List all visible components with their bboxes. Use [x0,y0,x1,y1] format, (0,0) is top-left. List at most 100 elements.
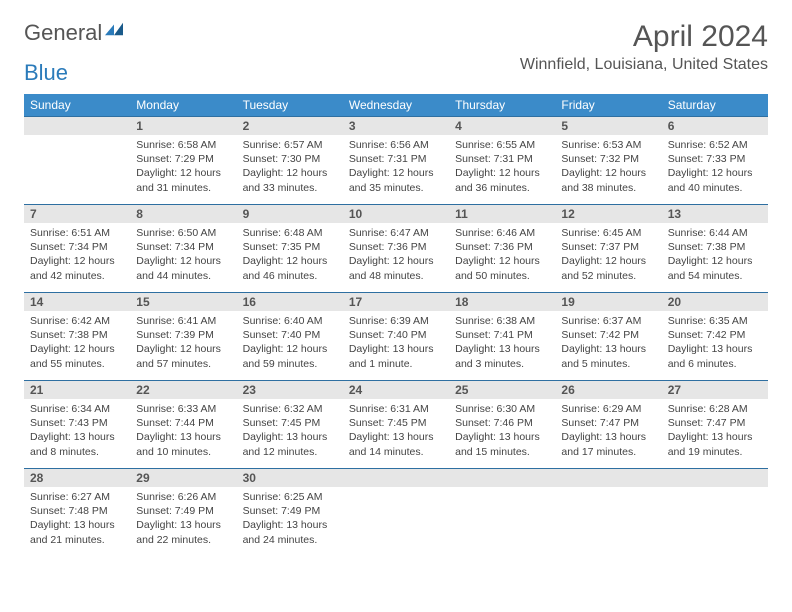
calendar-cell [555,468,661,556]
calendar-cell: 22Sunrise: 6:33 AMSunset: 7:44 PMDayligh… [130,380,236,468]
day-details: Sunrise: 6:53 AMSunset: 7:32 PMDaylight:… [555,135,661,201]
day-number: 29 [130,468,236,487]
day-details: Sunrise: 6:31 AMSunset: 7:45 PMDaylight:… [343,399,449,465]
calendar-cell: 11Sunrise: 6:46 AMSunset: 7:36 PMDayligh… [449,204,555,292]
calendar-cell: 8Sunrise: 6:50 AMSunset: 7:34 PMDaylight… [130,204,236,292]
day-number [343,468,449,487]
day-details: Sunrise: 6:28 AMSunset: 7:47 PMDaylight:… [662,399,768,465]
day-number: 23 [237,380,343,399]
calendar-cell: 6Sunrise: 6:52 AMSunset: 7:33 PMDaylight… [662,116,768,204]
calendar-cell: 25Sunrise: 6:30 AMSunset: 7:46 PMDayligh… [449,380,555,468]
day-details: Sunrise: 6:45 AMSunset: 7:37 PMDaylight:… [555,223,661,289]
day-details: Sunrise: 6:29 AMSunset: 7:47 PMDaylight:… [555,399,661,465]
calendar-cell: 18Sunrise: 6:38 AMSunset: 7:41 PMDayligh… [449,292,555,380]
calendar-cell [343,468,449,556]
calendar-cell: 3Sunrise: 6:56 AMSunset: 7:31 PMDaylight… [343,116,449,204]
calendar-row: 14Sunrise: 6:42 AMSunset: 7:38 PMDayligh… [24,292,768,380]
day-details: Sunrise: 6:47 AMSunset: 7:36 PMDaylight:… [343,223,449,289]
weekday-header: Friday [555,94,661,116]
day-number [24,116,130,135]
calendar-cell: 19Sunrise: 6:37 AMSunset: 7:42 PMDayligh… [555,292,661,380]
logo-mark-icon [105,22,123,36]
calendar-body: 1Sunrise: 6:58 AMSunset: 7:29 PMDaylight… [24,116,768,556]
day-number: 12 [555,204,661,223]
calendar-cell: 10Sunrise: 6:47 AMSunset: 7:36 PMDayligh… [343,204,449,292]
day-number: 21 [24,380,130,399]
day-number: 9 [237,204,343,223]
calendar-row: 28Sunrise: 6:27 AMSunset: 7:48 PMDayligh… [24,468,768,556]
calendar-cell: 4Sunrise: 6:55 AMSunset: 7:31 PMDaylight… [449,116,555,204]
weekday-header: Tuesday [237,94,343,116]
day-details: Sunrise: 6:25 AMSunset: 7:49 PMDaylight:… [237,487,343,553]
month-title: April 2024 [520,20,768,54]
day-details: Sunrise: 6:46 AMSunset: 7:36 PMDaylight:… [449,223,555,289]
day-number: 25 [449,380,555,399]
calendar-cell: 2Sunrise: 6:57 AMSunset: 7:30 PMDaylight… [237,116,343,204]
calendar-cell: 23Sunrise: 6:32 AMSunset: 7:45 PMDayligh… [237,380,343,468]
day-number: 6 [662,116,768,135]
weekday-header: Monday [130,94,236,116]
calendar-head: SundayMondayTuesdayWednesdayThursdayFrid… [24,94,768,116]
day-details: Sunrise: 6:40 AMSunset: 7:40 PMDaylight:… [237,311,343,377]
day-number: 7 [24,204,130,223]
day-number: 5 [555,116,661,135]
calendar-table: SundayMondayTuesdayWednesdayThursdayFrid… [24,94,768,556]
calendar-cell: 9Sunrise: 6:48 AMSunset: 7:35 PMDaylight… [237,204,343,292]
day-number: 19 [555,292,661,311]
calendar-cell: 30Sunrise: 6:25 AMSunset: 7:49 PMDayligh… [237,468,343,556]
day-number: 30 [237,468,343,487]
calendar-cell: 27Sunrise: 6:28 AMSunset: 7:47 PMDayligh… [662,380,768,468]
weekday-header: Saturday [662,94,768,116]
day-number: 18 [449,292,555,311]
day-number: 3 [343,116,449,135]
day-number: 27 [662,380,768,399]
weekday-header: Wednesday [343,94,449,116]
day-details: Sunrise: 6:51 AMSunset: 7:34 PMDaylight:… [24,223,130,289]
calendar-cell [662,468,768,556]
day-details: Sunrise: 6:41 AMSunset: 7:39 PMDaylight:… [130,311,236,377]
day-number: 28 [24,468,130,487]
day-number: 1 [130,116,236,135]
day-number: 24 [343,380,449,399]
day-number: 15 [130,292,236,311]
day-number: 4 [449,116,555,135]
day-details: Sunrise: 6:37 AMSunset: 7:42 PMDaylight:… [555,311,661,377]
day-number [662,468,768,487]
day-details: Sunrise: 6:35 AMSunset: 7:42 PMDaylight:… [662,311,768,377]
calendar-row: 1Sunrise: 6:58 AMSunset: 7:29 PMDaylight… [24,116,768,204]
calendar-cell: 26Sunrise: 6:29 AMSunset: 7:47 PMDayligh… [555,380,661,468]
day-number: 13 [662,204,768,223]
calendar-cell: 21Sunrise: 6:34 AMSunset: 7:43 PMDayligh… [24,380,130,468]
day-details: Sunrise: 6:32 AMSunset: 7:45 PMDaylight:… [237,399,343,465]
weekday-header: Thursday [449,94,555,116]
calendar-cell: 12Sunrise: 6:45 AMSunset: 7:37 PMDayligh… [555,204,661,292]
calendar-row: 7Sunrise: 6:51 AMSunset: 7:34 PMDaylight… [24,204,768,292]
day-details: Sunrise: 6:42 AMSunset: 7:38 PMDaylight:… [24,311,130,377]
day-number: 2 [237,116,343,135]
logo-text-2: Blue [24,60,68,85]
day-details: Sunrise: 6:26 AMSunset: 7:49 PMDaylight:… [130,487,236,553]
day-number: 20 [662,292,768,311]
day-details: Sunrise: 6:57 AMSunset: 7:30 PMDaylight:… [237,135,343,201]
calendar-cell: 17Sunrise: 6:39 AMSunset: 7:40 PMDayligh… [343,292,449,380]
calendar-cell: 28Sunrise: 6:27 AMSunset: 7:48 PMDayligh… [24,468,130,556]
calendar-cell: 5Sunrise: 6:53 AMSunset: 7:32 PMDaylight… [555,116,661,204]
day-number [449,468,555,487]
calendar-cell: 15Sunrise: 6:41 AMSunset: 7:39 PMDayligh… [130,292,236,380]
calendar-cell: 29Sunrise: 6:26 AMSunset: 7:49 PMDayligh… [130,468,236,556]
day-details: Sunrise: 6:48 AMSunset: 7:35 PMDaylight:… [237,223,343,289]
calendar-cell [24,116,130,204]
day-number: 26 [555,380,661,399]
calendar-cell: 16Sunrise: 6:40 AMSunset: 7:40 PMDayligh… [237,292,343,380]
day-details: Sunrise: 6:56 AMSunset: 7:31 PMDaylight:… [343,135,449,201]
day-number: 11 [449,204,555,223]
calendar-cell: 1Sunrise: 6:58 AMSunset: 7:29 PMDaylight… [130,116,236,204]
day-details: Sunrise: 6:39 AMSunset: 7:40 PMDaylight:… [343,311,449,377]
day-details: Sunrise: 6:38 AMSunset: 7:41 PMDaylight:… [449,311,555,377]
day-number [555,468,661,487]
day-details: Sunrise: 6:33 AMSunset: 7:44 PMDaylight:… [130,399,236,465]
weekday-header: Sunday [24,94,130,116]
day-details: Sunrise: 6:55 AMSunset: 7:31 PMDaylight:… [449,135,555,201]
day-number: 16 [237,292,343,311]
day-number: 22 [130,380,236,399]
